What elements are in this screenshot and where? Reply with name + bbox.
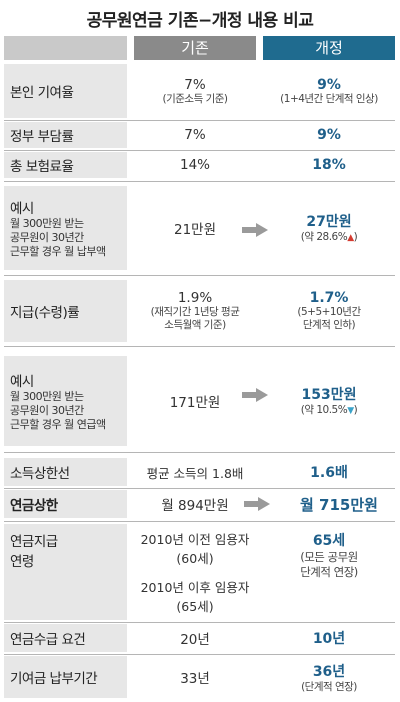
new-value: 65세 — [312, 533, 346, 549]
row-income-cap: 소득상한선 평균 소득의 1.8배 1.6배 — [4, 458, 395, 486]
row-example-pension: 예시 월 300만원 받는 공무원이 30년간 근무할 경우 월 연급액 171… — [4, 356, 395, 446]
new-value: 9% — [317, 127, 341, 143]
row-divider — [4, 275, 395, 276]
new-value: 27만원 — [306, 214, 352, 230]
row-label: 지급(수령)률 — [10, 305, 80, 321]
change-note-close: ) — [353, 231, 358, 243]
old-note: (기준소득 기준) — [162, 92, 229, 105]
new-value: 1.6배 — [310, 465, 348, 481]
old-value: 월 894만원 — [161, 498, 229, 514]
row-label: 연금수급 요건 — [10, 632, 86, 648]
old-value: 2010년 이후 임용자 — [140, 580, 250, 595]
row-gov-share: 정부 부담률 7% 9% — [4, 122, 395, 148]
row-label: 예시 — [10, 201, 34, 217]
row-divider — [4, 488, 395, 489]
new-note: (모든 공무원 — [300, 550, 358, 564]
row-example-payment: 예시 월 300만원 받는 공무원이 30년간 근무할 경우 월 납부액 21만… — [4, 186, 395, 270]
row-divider — [4, 181, 395, 182]
old-value: (60세) — [176, 551, 214, 566]
row-divider — [4, 452, 395, 453]
row-label: 기여금 납부기간 — [10, 671, 98, 687]
new-value: 9% — [317, 76, 341, 93]
new-value: 36년 — [312, 663, 346, 680]
change-note: (약 10.5% — [300, 404, 348, 416]
arrow-right-icon — [242, 223, 268, 237]
row-label-note: 월 300만원 받는 — [10, 390, 84, 403]
old-value: 14% — [179, 157, 210, 173]
arrow-right-icon — [242, 388, 268, 402]
row-label-note: 공무원이 30년간 — [10, 404, 84, 417]
old-value: (65세) — [176, 599, 214, 614]
row-label: 연금지급 — [10, 534, 58, 550]
row-label: 총 보험료율 — [10, 159, 74, 175]
old-value: 21만원 — [173, 222, 217, 238]
old-value: 7% — [184, 127, 206, 143]
row-label: 정부 부담률 — [10, 129, 74, 145]
row-label-note: 근무할 경우 월 납부액 — [10, 245, 106, 258]
down-triangle-icon: ▼ — [347, 406, 354, 416]
row-pension-age: 연금지급 연령 2010년 이전 임용자 (60세) 2010년 이후 임용자 … — [4, 524, 395, 620]
row-label: 예시 — [10, 374, 34, 390]
row-contribution: 본인 기여율 7% (기준소득 기준) 9% (1+4년간 단계적 인상) — [4, 64, 395, 118]
up-triangle-icon: ▲ — [347, 233, 354, 243]
change-note: (약 28.6% — [300, 231, 348, 243]
row-total-rate: 총 보험료율 14% 18% — [4, 152, 395, 178]
row-payment-period: 기여금 납부기간 33년 36년 (단계적 연장) — [4, 656, 395, 698]
row-payment-rate: 지급(수령)률 1.9% (재직기간 1년당 평균 소득월액 기준) 1.7% … — [4, 280, 395, 342]
row-label: 연령 — [10, 554, 34, 570]
old-note: (재직기간 1년당 평균 — [150, 306, 240, 318]
old-note: 소득월액 기준) — [164, 319, 226, 331]
row-divider — [4, 150, 395, 151]
change-note-close: ) — [353, 404, 358, 416]
new-value: 153만원 — [301, 387, 357, 403]
row-pension-cap: 연금상한 월 894만원 월 715만원 — [4, 490, 395, 518]
row-label: 연금상한 — [10, 498, 58, 514]
old-value: 171만원 — [169, 395, 221, 411]
row-divider — [4, 120, 395, 121]
new-note: (단계적 연장) — [301, 680, 357, 693]
old-value: 평균 소득의 1.8배 — [146, 465, 244, 481]
row-label: 소득상한선 — [10, 466, 70, 482]
row-divider — [4, 622, 395, 623]
old-value: 20년 — [180, 632, 210, 648]
row-eligibility: 연금수급 요건 20년 10년 — [4, 624, 395, 652]
new-value: 1.7% — [309, 290, 349, 306]
row-label: 본인 기여율 — [10, 85, 74, 101]
row-label-note: 월 300만원 받는 — [10, 217, 84, 230]
old-value: 2010년 이전 임용자 — [140, 532, 250, 547]
new-note: (1+4년간 단계적 인상) — [280, 92, 378, 105]
row-divider — [4, 521, 395, 522]
new-note: 단계적 인하) — [302, 319, 356, 331]
row-divider — [4, 346, 395, 347]
header-old: 기존 — [134, 36, 256, 60]
row-divider — [4, 654, 395, 655]
new-value: 월 715만원 — [300, 495, 378, 514]
header-blank — [4, 36, 127, 60]
header-new: 개정 — [263, 36, 395, 60]
new-value: 10년 — [312, 631, 346, 647]
new-value: 18% — [312, 157, 346, 173]
row-label-note: 근무할 경우 월 연급액 — [10, 418, 106, 431]
new-note: 단계적 연장) — [300, 565, 358, 579]
arrow-right-icon — [244, 497, 270, 511]
old-value: 7% — [184, 76, 206, 93]
old-value: 33년 — [180, 671, 210, 687]
new-note: (5+5+10년간 — [297, 306, 361, 318]
old-value: 1.9% — [177, 290, 213, 306]
page-title: 공무원연금 기존−개정 내용 비교 — [86, 11, 314, 31]
row-label-note: 공무원이 30년간 — [10, 231, 84, 244]
